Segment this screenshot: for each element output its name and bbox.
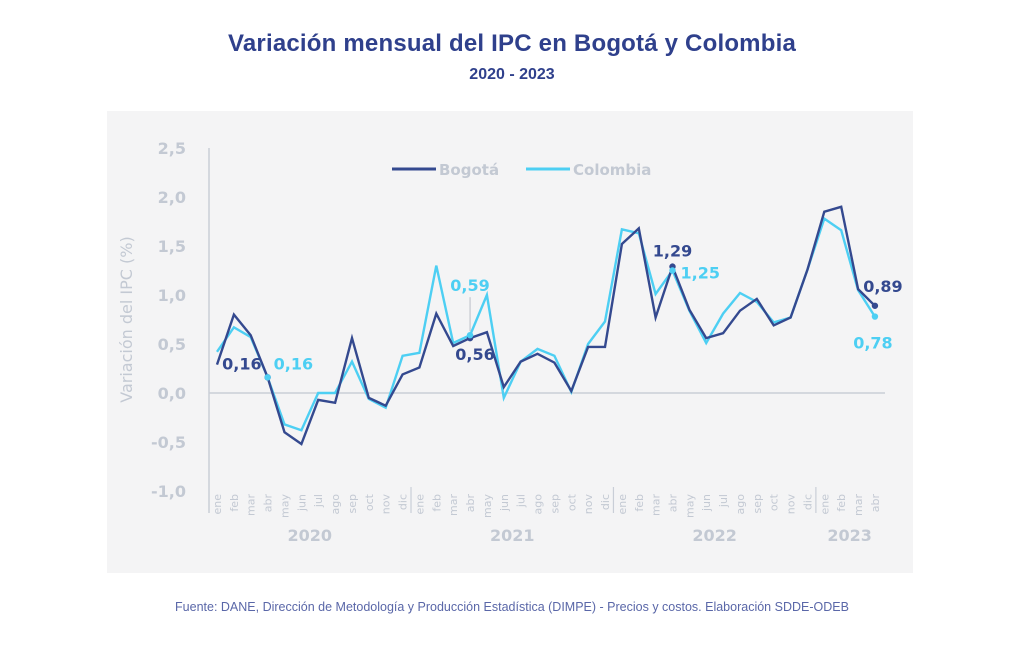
- data-point-marker: [264, 374, 271, 381]
- year-label: 2021: [490, 526, 535, 545]
- x-tick-label: mar: [447, 494, 460, 516]
- year-labels: 2020 2021 2022 2023: [288, 526, 872, 545]
- x-tick-label: feb: [228, 494, 241, 512]
- legend: Bogotá Colombia: [392, 161, 651, 179]
- data-point-marker: [871, 313, 879, 320]
- chart-title: Variación mensual del IPC en Bogotá y Co…: [228, 30, 796, 57]
- legend-item: Colombia: [526, 161, 651, 179]
- x-tick-label: feb: [633, 494, 646, 512]
- x-tick-label: ene: [211, 494, 224, 515]
- y-tick-label: -1,0: [151, 482, 186, 501]
- plot-panel: [107, 111, 913, 573]
- x-tick-label: may: [278, 494, 291, 518]
- x-tick-label: feb: [430, 494, 443, 512]
- chart-subtitle: 2020 - 2023: [469, 66, 555, 83]
- data-label: 0,78: [853, 334, 892, 353]
- x-tick-label: abr: [666, 494, 679, 513]
- x-tick-label: jun: [295, 494, 308, 512]
- x-tick-label: mar: [650, 494, 663, 516]
- x-tick-label: sep: [548, 494, 561, 513]
- x-tick-label: oct: [565, 493, 578, 511]
- axes: -1,0-0,50,00,51,01,52,02,5 ene feb mar abr m…: [117, 139, 885, 545]
- y-tick-label: 0,5: [158, 335, 186, 354]
- x-tick-label: ene: [413, 494, 426, 515]
- data-label: 1,29: [653, 242, 692, 261]
- x-tick-label: nov: [785, 494, 798, 515]
- x-tick-label: dic: [397, 494, 410, 510]
- data-label: 0,89: [863, 277, 902, 296]
- y-tick-label: -0,5: [151, 433, 186, 452]
- x-tick-label: nov: [380, 494, 393, 515]
- data-label: 0,59: [450, 276, 489, 295]
- data-point-marker: [466, 331, 474, 339]
- x-tick-label: ago: [734, 494, 747, 515]
- x-tick-label: mar: [245, 494, 258, 516]
- x-tick-label: dic: [801, 494, 814, 510]
- x-tick-label: jun: [700, 494, 713, 512]
- year-label: 2020: [288, 526, 333, 545]
- y-tick-label: 1,5: [158, 237, 186, 256]
- x-tick-label: ene: [616, 494, 629, 515]
- x-tick-label: oct: [363, 493, 376, 511]
- x-tick-label: abr: [262, 494, 275, 513]
- data-label: 1,25: [680, 264, 719, 283]
- x-ticks: ene feb mar abr may jun jul ago sep oct nov dic ene f…: [211, 493, 882, 518]
- x-tick-label: sep: [751, 494, 764, 513]
- x-tick-label: jul: [717, 494, 730, 508]
- x-tick-label: jul: [312, 494, 325, 508]
- x-tick-label: abr: [869, 494, 882, 513]
- x-tick-label: mar: [852, 494, 865, 516]
- legend-item: Bogotá: [392, 161, 499, 179]
- x-tick-label: dic: [599, 494, 612, 510]
- y-tick-label: 1,0: [158, 286, 186, 305]
- legend-label: Bogotá: [439, 161, 499, 179]
- data-labels: 0,16 0,16 0,56 0,59 1,29 1,25 0,89 0,78: [222, 242, 903, 381]
- y-tick-label: 2,5: [158, 139, 186, 158]
- series-lines: [215, 205, 876, 446]
- y-ticks: -1,0 -0,5 0,0 0,5 1,0 1,5 2,0 2,5: [151, 139, 186, 501]
- x-tick-label: abr: [464, 494, 477, 513]
- x-tick-label: feb: [835, 494, 848, 512]
- data-label: 0,56: [455, 345, 494, 364]
- x-tick-label: ago: [532, 494, 545, 515]
- y-axis-label: Variación del IPC (%): [117, 236, 136, 402]
- data-point-marker: [871, 302, 879, 309]
- x-tick-label: jun: [498, 494, 511, 512]
- legend-label: Colombia: [573, 161, 651, 179]
- x-tick-label: nov: [582, 494, 595, 515]
- year-label: 2022: [692, 526, 737, 545]
- data-point-marker: [669, 267, 676, 274]
- x-tick-label: ago: [329, 494, 342, 515]
- series-line-bogot: [215, 205, 876, 446]
- x-tick-label: ene: [818, 494, 831, 515]
- source-note: Fuente: DANE, Dirección de Metodología y…: [175, 600, 849, 614]
- year-separators: [410, 487, 817, 513]
- x-tick-label: sep: [346, 494, 359, 513]
- y-tick-label: 2,0: [158, 188, 186, 207]
- y-tick-label: 0,0: [158, 384, 186, 403]
- x-tick-label: may: [683, 494, 696, 518]
- x-tick-label: may: [481, 494, 494, 518]
- x-tick-label: oct: [768, 493, 781, 511]
- x-tick-label: jul: [515, 494, 528, 508]
- data-label: 0,16: [274, 354, 313, 373]
- data-label: 0,16: [222, 354, 261, 373]
- year-label: 2023: [827, 526, 872, 545]
